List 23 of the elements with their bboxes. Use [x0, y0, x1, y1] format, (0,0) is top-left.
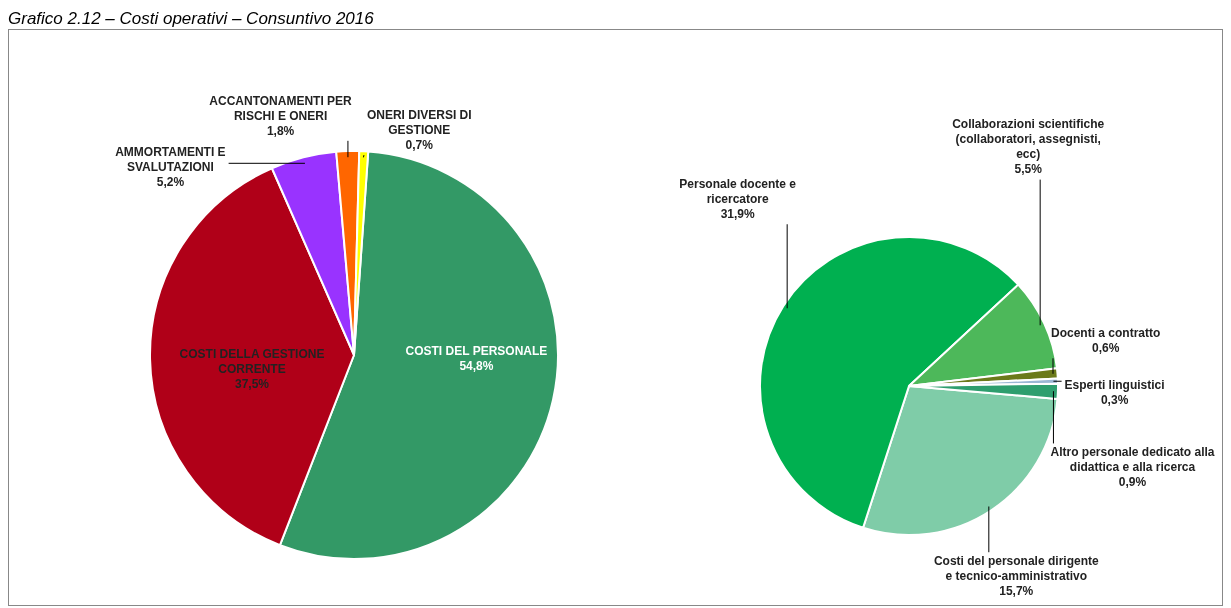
slice-label: ONERI DIVERSI DI GESTIONE	[366, 107, 472, 137]
slice-label: ACCANTONAMENTI PER RISCHI E ONERI	[209, 93, 353, 123]
data-label: 0,6%	[1092, 341, 1120, 356]
data-label: 5,5%	[1014, 162, 1043, 177]
slice-label: Docenti a contratto	[1051, 326, 1161, 341]
slice-label: COSTI DEL PERSONALE	[405, 343, 548, 358]
data-label: 54,8%	[459, 358, 494, 373]
slice-label: AMMORTAMENTI E SVALUTAZIONI	[115, 144, 226, 174]
chart-title: Grafico 2.12 – Costi operativi – Consuntivo 2016	[8, 8, 375, 29]
data-label: 0,7%	[405, 137, 434, 152]
slice-label: Personale docente e ricercatore	[679, 177, 797, 207]
slice-label: COSTI DELLA GESTIONE CORRENTE	[179, 346, 325, 376]
slice-label: Esperti linguistici	[1064, 378, 1165, 393]
data-label: 37,5%	[234, 376, 270, 391]
slice-label: Costi del personale dirigente e tecnico-amministrativo	[933, 554, 1099, 584]
data-label: 0,9%	[1118, 475, 1147, 490]
data-label: 5,2%	[156, 174, 185, 189]
data-label: 1,8%	[266, 123, 295, 138]
slice-label: Collaborazioni scientifiche (collaboratori, assegnisti, ecc)	[952, 117, 1105, 162]
data-label: 15,7%	[999, 584, 1034, 599]
data-label: 0,3%	[1100, 393, 1129, 408]
slice-label: Altro personale dedicato alla didattica e alla ricerca	[1050, 445, 1215, 475]
data-label: 31,9%	[720, 207, 755, 222]
